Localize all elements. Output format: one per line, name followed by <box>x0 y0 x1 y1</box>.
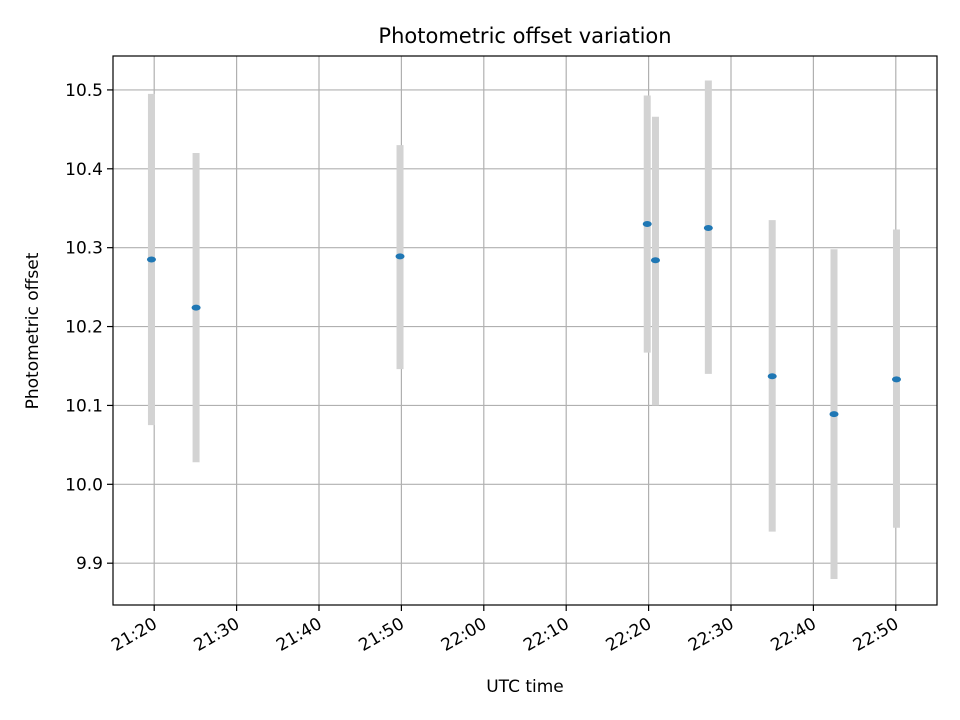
y-axis-ticks: 9.9 10.0 10.1 10.2 10.3 10.4 10.5 <box>65 81 113 574</box>
plot-frame <box>112 55 938 606</box>
y-tick-label: 10.2 <box>65 318 103 338</box>
data-point <box>767 373 777 380</box>
data-point <box>891 376 901 383</box>
y-tick-label: 10.3 <box>65 239 103 259</box>
data-point <box>703 224 713 231</box>
y-tick-label: 10.0 <box>65 475 103 495</box>
y-tick-label: 10.5 <box>65 81 103 101</box>
data-point <box>642 221 652 228</box>
data-point <box>146 256 156 263</box>
y-tick-label: 10.4 <box>65 160 103 180</box>
data-point <box>829 411 839 418</box>
y-tick-label: 9.9 <box>76 554 103 574</box>
y-tick-label: 10.1 <box>65 396 103 416</box>
y-axis-label: Photometric offset <box>23 252 43 409</box>
data-point <box>191 304 201 311</box>
grid-lines <box>113 56 937 605</box>
data-point <box>650 257 660 264</box>
data-point <box>395 253 405 260</box>
data-markers <box>146 221 901 418</box>
x-axis-label: UTC time <box>486 677 564 697</box>
chart-title: Photometric offset variation <box>378 24 671 48</box>
